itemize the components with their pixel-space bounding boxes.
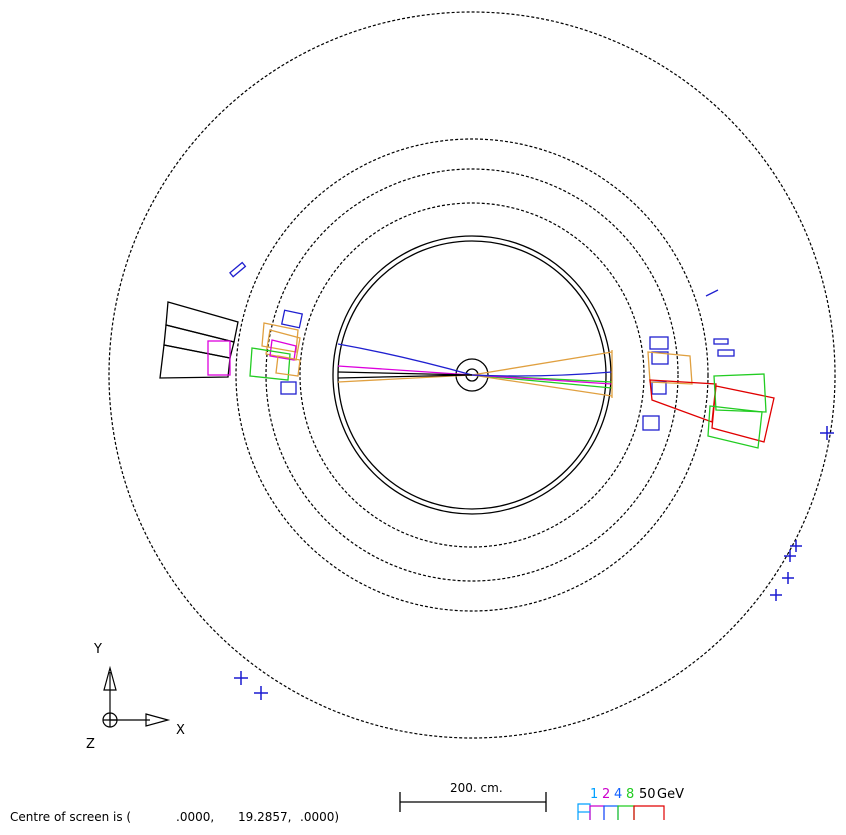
right-clusters	[642, 289, 775, 449]
energy-key-value-1: 1	[590, 787, 598, 802]
muon-hit-6	[234, 671, 248, 685]
hit-blue-left-lower	[280, 381, 297, 395]
left-clusters	[159, 261, 304, 395]
cluster-orange-left-1	[261, 322, 299, 353]
tracks	[337, 343, 613, 398]
track-orange-right-upper	[471, 351, 613, 376]
energy-key-box-8	[617, 805, 635, 820]
hit-blue-right-far-2	[717, 349, 735, 357]
track-orange-right-lower	[471, 374, 613, 397]
tracker-outer-ring	[332, 235, 612, 515]
energy-key-value-8: 8	[626, 787, 634, 802]
muon-hits	[234, 426, 834, 700]
tracker-inner-ring	[337, 240, 607, 510]
energy-key-box-4	[603, 805, 619, 820]
inner-dashed-circle	[299, 202, 645, 548]
track-green-right-2	[471, 374, 613, 389]
cluster-black-left-1	[165, 301, 239, 343]
energy-key: 1 2 4 8 50 GeV	[577, 787, 684, 820]
track-magenta-left	[337, 365, 473, 376]
x-axis-label: X	[176, 723, 185, 738]
cluster-green-right-1	[713, 373, 767, 413]
track-magenta-right	[471, 374, 613, 385]
z-axis-label: Z	[86, 737, 95, 752]
track-blue-left	[337, 343, 473, 376]
scale-bar-label: 200. cm.	[450, 781, 503, 795]
z-axis-circle-cross-icon	[102, 712, 118, 728]
energy-key-box-50	[633, 805, 665, 820]
track-blue-right	[471, 371, 613, 377]
hit-blue-right-3	[651, 381, 667, 395]
centre-info-y: 19.2857,	[238, 810, 291, 824]
second-dashed-circle	[265, 168, 679, 582]
y-axis-arrow	[103, 665, 117, 720]
cluster-magenta-left	[207, 340, 231, 376]
hit-blue-left-upper	[280, 309, 304, 329]
scale-bar-line	[399, 792, 547, 812]
scale-bar	[399, 792, 547, 812]
centre-info-z: .0000)	[300, 810, 339, 824]
muon-hit-1	[820, 426, 834, 440]
energy-key-unit: GeV	[657, 787, 684, 802]
hit-blue-right-4	[642, 415, 660, 431]
cluster-orange-right	[647, 351, 693, 385]
energy-key-box-2	[589, 805, 605, 820]
hit-blue-right-far-3	[705, 289, 719, 297]
centre-info-prefix: Centre of screen is (	[10, 810, 131, 824]
x-axis-arrow	[110, 713, 171, 727]
cluster-orange-left-2	[265, 329, 301, 361]
centre-info-x: .0000,	[176, 810, 214, 824]
hit-blue-right-far-1	[713, 338, 729, 345]
centre-info: Centre of screen is ( .0000, 19.2857, .0…	[10, 810, 339, 824]
energy-key-boxes	[577, 803, 665, 820]
axis-triad-icon	[102, 665, 171, 728]
cluster-red-right-2	[711, 385, 775, 443]
hit-blue-right-2	[651, 351, 669, 365]
muon-hit-2	[790, 540, 802, 552]
track-black-left	[337, 371, 473, 376]
hit-blue-left-far	[229, 261, 247, 278]
muon-hit-7	[254, 686, 268, 700]
y-axis-label: Y	[93, 642, 102, 657]
energy-key-value-50: 50	[639, 787, 656, 802]
track-orange-left	[337, 374, 473, 383]
outer-dashed-circle	[108, 11, 836, 739]
cluster-orange-left-3	[275, 355, 301, 377]
detector-boundaries	[108, 11, 836, 739]
muon-hit-3	[784, 550, 796, 562]
energy-key-value-2: 2	[602, 787, 610, 802]
track-black-left-2	[337, 374, 473, 379]
cluster-green-right-2	[707, 405, 763, 449]
cluster-black-left-3	[159, 344, 231, 379]
third-dashed-circle	[235, 138, 709, 612]
energy-key-value-4: 4	[614, 787, 622, 802]
hit-blue-right-1	[649, 336, 669, 350]
cluster-green-left	[249, 347, 291, 381]
muon-hit-4	[782, 572, 794, 584]
muon-hit-5	[770, 589, 782, 601]
